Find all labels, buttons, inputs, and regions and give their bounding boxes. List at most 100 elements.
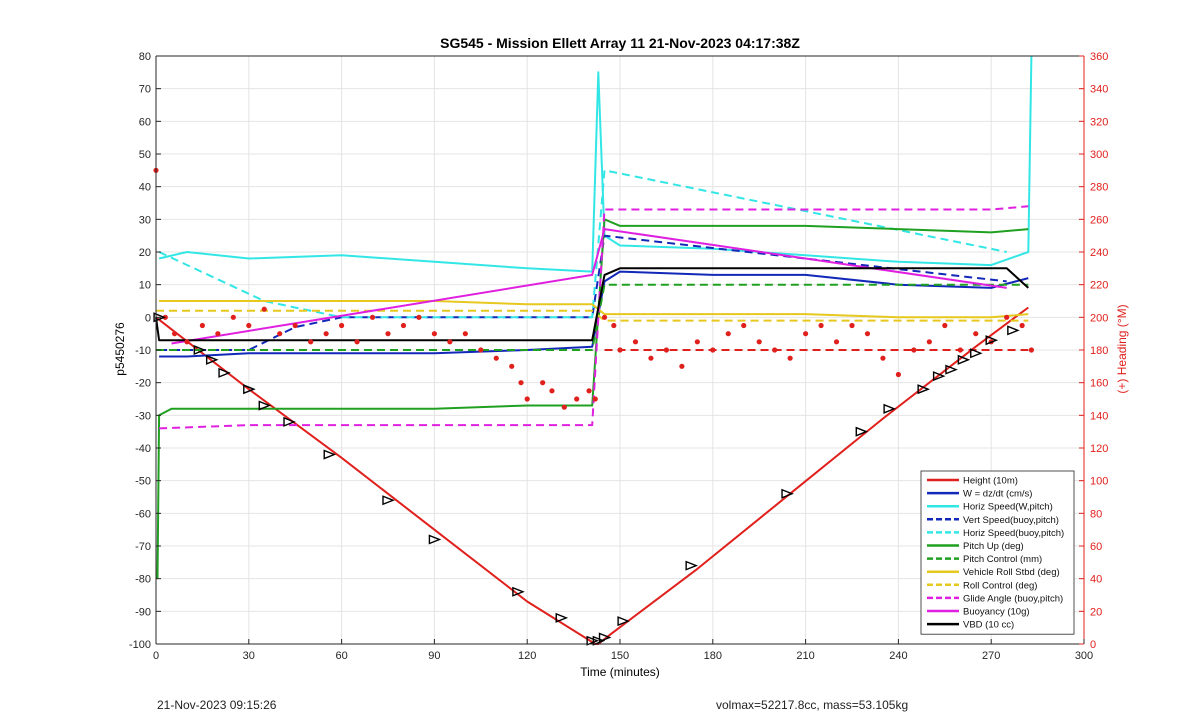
y-tick-label: -30 <box>135 410 151 422</box>
heading-point <box>911 347 917 353</box>
y-tick-label: -60 <box>135 508 151 520</box>
series-line-3 <box>159 234 1007 351</box>
heading-point <box>787 355 793 361</box>
y-tick-label: 40 <box>139 182 151 194</box>
dive-marker <box>781 488 794 499</box>
heading-point <box>540 380 546 386</box>
y-tick-label: 20 <box>139 247 151 259</box>
heading-point <box>864 331 871 337</box>
y-tick-label: -10 <box>135 345 151 357</box>
dive-marker <box>512 586 525 597</box>
dive-marker <box>970 348 983 359</box>
y-axis-label: p5450276 <box>113 322 127 376</box>
heading-point <box>957 347 963 353</box>
heading-point <box>369 314 376 320</box>
heading-point <box>1028 347 1035 353</box>
y2-tick-label: 300 <box>1090 149 1108 161</box>
y-tick-label: -80 <box>135 574 151 586</box>
heading-point <box>648 355 654 361</box>
heading-point <box>1004 314 1010 320</box>
y2-tick-label: 0 <box>1090 639 1096 651</box>
dive-marker <box>855 426 869 437</box>
heading-point <box>261 306 267 312</box>
x-tick-label: 120 <box>518 650 536 662</box>
dive-marker <box>382 495 395 506</box>
y2-tick-label: 200 <box>1090 312 1108 324</box>
legend-label: W = dz/dt (cm/s) <box>963 489 1032 500</box>
legend-label: Buoyancy (10g) <box>963 607 1030 618</box>
x-tick-label: 180 <box>704 650 722 662</box>
dive-marker <box>323 449 337 460</box>
dive-marker <box>685 560 699 571</box>
dive-marker <box>1007 325 1020 336</box>
y2-tick-label: 160 <box>1090 378 1108 390</box>
dive-marker <box>617 616 630 627</box>
dive-marker <box>592 635 606 646</box>
y-tick-label: 50 <box>139 149 151 161</box>
heading-point <box>973 331 979 337</box>
chart-title: SG545 - Mission Ellett Array 11 21-Nov-2… <box>440 35 800 51</box>
y2-tick-label: 180 <box>1090 345 1108 357</box>
heading-point <box>493 355 499 361</box>
y2-tick-label: 320 <box>1090 116 1108 128</box>
y-tick-label: -40 <box>135 443 151 455</box>
heading-point <box>292 322 298 329</box>
heading-point <box>725 331 731 337</box>
heading-point <box>772 347 778 353</box>
x-axis-label: Time (minutes) <box>580 665 660 679</box>
x-tick-label: 150 <box>611 650 629 662</box>
heading-point <box>1019 322 1025 329</box>
legend-box <box>920 470 1075 635</box>
y2-tick-label: 120 <box>1090 443 1108 455</box>
y2-tick-label: 220 <box>1090 280 1108 292</box>
heading-point <box>431 331 437 337</box>
y2-tick-label: 280 <box>1090 182 1108 194</box>
dive-marker <box>883 403 897 414</box>
dive-marker <box>586 635 600 646</box>
legend-label: Vert Speed(buoy,pitch) <box>963 515 1059 526</box>
heading-point <box>549 388 555 394</box>
heading-point <box>617 347 623 353</box>
dive-marker <box>957 354 971 365</box>
footer-volmax: volmax=52217.8cc, mass=53.105kg <box>716 698 909 712</box>
x-tick-label: 240 <box>889 650 907 662</box>
legend-label: Horiz Speed(W,pitch) <box>963 502 1053 513</box>
y2-tick-label: 260 <box>1090 214 1108 226</box>
y2-axis-label: (+) Heading (°M) <box>1115 304 1129 393</box>
heading-point <box>230 314 236 320</box>
heading-point <box>509 363 515 369</box>
dive-marker <box>932 371 946 382</box>
heading-point <box>663 347 670 353</box>
heading-point <box>478 347 484 353</box>
y-tick-label: 70 <box>139 84 151 96</box>
heading-point <box>400 322 407 329</box>
dive-marker <box>153 312 166 323</box>
legend-label: Pitch Control (mm) <box>963 554 1042 565</box>
heading-point <box>246 322 252 329</box>
heading-point <box>586 388 592 394</box>
series-line-8 <box>156 309 1029 322</box>
y-tick-label: 30 <box>139 214 151 226</box>
heading-point <box>308 339 314 345</box>
legend-label: Vehicle Roll Stbd (deg) <box>963 567 1060 578</box>
dive-marker <box>985 335 999 346</box>
y-tick-label: 80 <box>139 51 151 63</box>
dive-marker <box>945 364 958 375</box>
x-tick-label: 210 <box>796 650 814 662</box>
axes: 0 30 60 90 120 150 180 210 240 270 300-100-90-80-7… <box>129 51 1108 662</box>
heading-point <box>277 331 283 337</box>
footer-timestamp: 21-Nov-2023 09:15:26 <box>157 698 277 712</box>
heading-point <box>184 339 190 345</box>
series-line-10 <box>171 228 1007 345</box>
y-tick-label: 10 <box>139 280 151 292</box>
heading-point <box>895 371 902 378</box>
y2-tick-label: 340 <box>1090 84 1108 96</box>
y2-tick-label: 100 <box>1090 476 1108 488</box>
heading-point <box>833 339 840 345</box>
x-tick-label: 300 <box>1075 650 1093 662</box>
heading-point <box>518 380 524 386</box>
heading-point <box>632 339 639 345</box>
legend: Height (10m) W = dz/dt (cm/s) Horiz Speed(… <box>920 470 1075 635</box>
dive-marker <box>243 384 256 395</box>
series-line-5 <box>156 218 1029 579</box>
